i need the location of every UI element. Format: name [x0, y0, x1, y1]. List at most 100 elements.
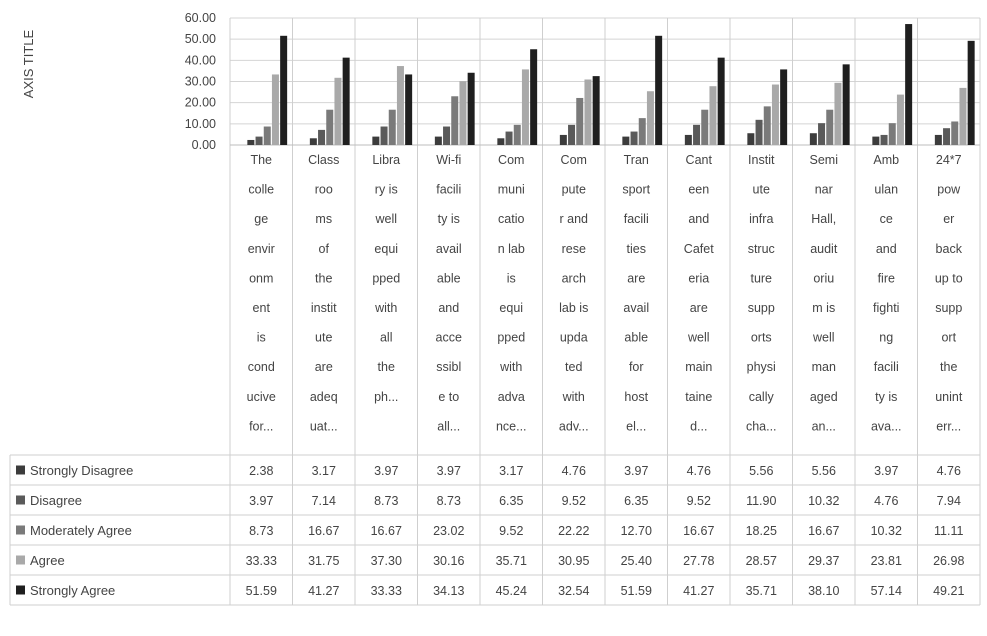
bar-moderately-agree: [701, 109, 709, 145]
data-label: 3.17: [499, 464, 523, 478]
category-label: Class roo ms of the instit ute are adeq uat...: [308, 153, 339, 433]
legend-swatch: [16, 495, 25, 505]
category-label: Com pute r and rese arch lab is upda ted with adv…: [559, 153, 589, 433]
bar-strongly-disagree: [872, 136, 880, 145]
bar-strongly-disagree: [559, 134, 567, 145]
legend-swatch: [16, 465, 25, 475]
data-label: 45.24: [496, 584, 527, 598]
bar-moderately-agree: [763, 106, 771, 145]
bar-strongly-agree: [717, 57, 725, 145]
bar-strongly-agree: [467, 72, 475, 145]
data-label: 41.27: [308, 584, 339, 598]
legend-label: Disagree: [30, 493, 82, 508]
bar-disagree: [255, 136, 263, 145]
data-label: 41.27: [683, 584, 714, 598]
bar-strongly-disagree: [809, 133, 817, 145]
data-label: 37.30: [371, 554, 402, 568]
bar-disagree: [630, 131, 638, 145]
bar-strongly-disagree: [247, 139, 255, 145]
bar-strongly-disagree: [684, 134, 692, 145]
bar-moderately-agree: [888, 123, 896, 145]
bar-moderately-agree: [951, 121, 959, 145]
bar-agree: [584, 79, 592, 145]
legend-swatch: [16, 525, 25, 535]
data-label: 3.97: [874, 464, 898, 478]
bar-agree: [834, 82, 842, 145]
y-tick-label: 0.00: [192, 138, 216, 152]
data-label: 16.67: [808, 524, 839, 538]
data-label: 57.14: [871, 584, 902, 598]
bar-disagree: [568, 124, 576, 145]
bar-moderately-agree: [513, 124, 521, 145]
bar-agree: [959, 87, 967, 145]
bar-disagree: [505, 131, 513, 145]
data-label: 27.78: [683, 554, 714, 568]
bar-disagree: [693, 124, 701, 145]
y-tick-label: 50.00: [185, 32, 216, 46]
data-label: 3.97: [437, 464, 461, 478]
bar-disagree: [818, 123, 826, 145]
category-label: Libra ry is well equi pped with all the ph...: [372, 153, 400, 404]
category-label: Semi nar Hall, audit oriu m is well man aged an..…: [810, 153, 838, 433]
data-label: 4.76: [562, 464, 586, 478]
data-label: 10.32: [808, 494, 839, 508]
bar-disagree: [443, 126, 451, 145]
legend-swatch: [16, 585, 25, 595]
category-labels: The colle ge envir onm ent is cond ucive for... Cl…: [247, 153, 963, 433]
data-label: 8.73: [437, 494, 461, 508]
data-label: 26.98: [933, 554, 964, 568]
bar-agree: [396, 66, 404, 145]
data-label: 30.16: [433, 554, 464, 568]
data-label: 16.67: [371, 524, 402, 538]
bar-strongly-agree: [592, 76, 600, 145]
y-tick-label: 30.00: [185, 75, 216, 89]
data-label: 33.33: [246, 554, 277, 568]
category-label: The colle ge envir onm ent is cond ucive for...: [247, 153, 276, 433]
bars: [247, 24, 975, 146]
data-label: 9.52: [687, 494, 711, 508]
data-label: 31.75: [308, 554, 339, 568]
bar-strongly-agree: [655, 35, 663, 146]
bar-agree: [646, 91, 654, 145]
bar-strongly-disagree: [747, 133, 755, 145]
y-tick-label: 20.00: [185, 96, 216, 110]
bar-disagree: [380, 126, 388, 145]
data-label: 16.67: [683, 524, 714, 538]
data-label: 35.71: [496, 554, 527, 568]
data-label: 9.52: [499, 524, 523, 538]
y-tick-label: 60.00: [185, 11, 216, 25]
data-label: 38.10: [808, 584, 839, 598]
bar-disagree: [880, 134, 888, 145]
data-label: 23.02: [433, 524, 464, 538]
bar-strongly-disagree: [434, 136, 442, 145]
legend-label: Agree: [30, 553, 65, 568]
y-tick-label: 10.00: [185, 117, 216, 131]
data-label: 33.33: [371, 584, 402, 598]
data-label: 3.17: [312, 464, 336, 478]
category-label: Amb ulan ce and fire fighti ng facili ty is ava..…: [871, 153, 902, 433]
category-label: Com muni catio n lab is equi pped with adva nce..…: [496, 153, 527, 433]
legend-label: Moderately Agree: [30, 523, 132, 538]
bar-strongly-agree: [280, 35, 288, 146]
data-label: 34.13: [433, 584, 464, 598]
bar-strongly-agree: [967, 40, 975, 145]
category-label: Cant een and Cafet eria are well main taine d...: [684, 153, 714, 433]
data-label: 4.76: [937, 464, 961, 478]
bar-agree: [896, 94, 904, 145]
data-label: 10.32: [871, 524, 902, 538]
data-label: 23.81: [871, 554, 902, 568]
bar-disagree: [755, 119, 763, 145]
bar-agree: [271, 74, 279, 145]
bar-strongly-agree: [780, 69, 788, 145]
category-label: Tran sport facili ties are avail able for host el…: [622, 153, 650, 433]
bar-moderately-agree: [576, 97, 584, 145]
bar-moderately-agree: [638, 118, 646, 145]
bar-agree: [459, 81, 467, 145]
data-label: 6.35: [624, 494, 648, 508]
data-label: 25.40: [621, 554, 652, 568]
bar-agree: [709, 86, 717, 145]
data-label: 11.90: [746, 494, 776, 508]
category-label: Instit ute infra struc ture supp orts physi call…: [746, 153, 777, 433]
data-label: 28.57: [746, 554, 777, 568]
data-label: 16.67: [308, 524, 339, 538]
